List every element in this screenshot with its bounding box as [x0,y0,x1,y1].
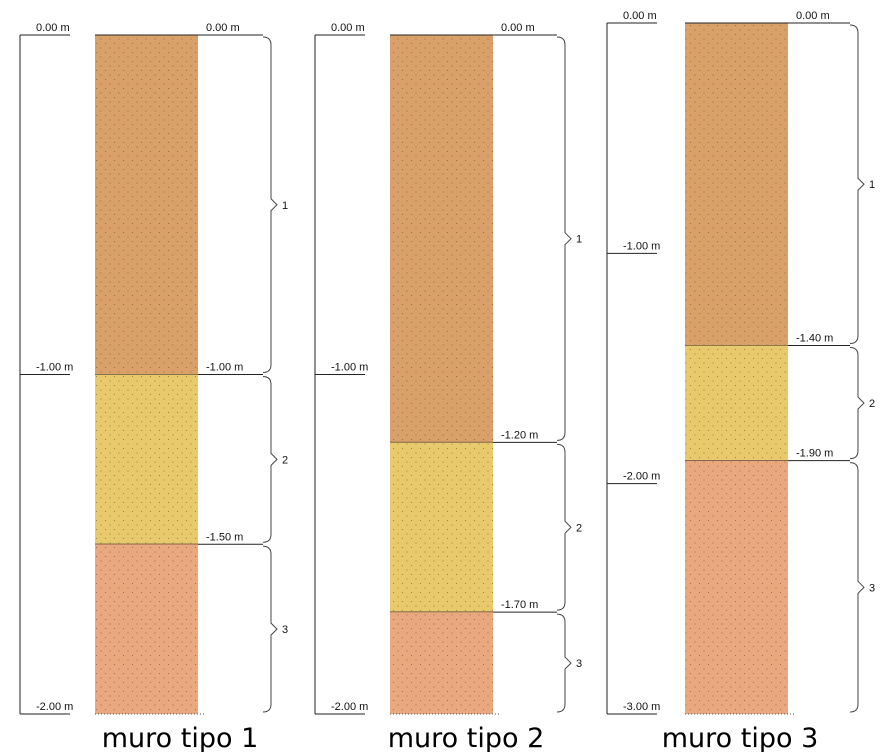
soil-texture [95,544,198,714]
soil-texture [685,460,788,714]
layer-bracket [849,462,865,713]
layer-top-label: 0.00 m [796,10,830,22]
soil-texture [685,345,788,461]
depth-scale: 0.00 m -1.00 m -2.00 m -3.00 m [606,10,660,715]
wall-profile-1: 0.00 m -1.00 m -2.00 m 0.00 m -1.00 m -1.50 … [19,22,288,752]
soil-texture [390,442,493,613]
layer-number-label: 2 [576,522,582,534]
wall-caption: muro tipo 3 [662,723,819,752]
layer-brackets: 1 2 3 [849,24,875,713]
soil-texture [95,35,198,375]
layer-bottom-label: -1.00 m [206,362,243,374]
depth-tick-label: 0.00 m [331,22,365,34]
wall-caption: muro tipo 1 [102,723,259,752]
depth-tick-label: -2.00 m [331,701,368,713]
soil-texture [685,23,788,346]
soil-column: 0.00 m -1.40 m -1.90 m [685,10,850,715]
depth-tick-label: -3.00 m [623,701,660,713]
layer-number-label: 3 [576,658,582,670]
layer-bracket [556,443,572,611]
layer-bottom-label: -1.20 m [501,429,538,441]
wall-profile-3: 0.00 m -1.00 m -2.00 m -3.00 m 0.00 m -1.40 … [606,10,875,752]
layer-brackets: 1 2 3 [556,36,582,713]
depth-tick-label: -1.00 m [331,362,368,374]
depth-tick-label: -1.00 m [36,362,73,374]
layer-number-label: 1 [576,234,582,246]
soil-column: 0.00 m -1.00 m -1.50 m [95,22,263,715]
layer-bottom-label: -1.50 m [206,531,243,543]
layer-bracket [556,613,572,713]
layer-bracket [262,545,278,713]
layer-bottom-label: -1.70 m [501,599,538,611]
wall-profile-2: 0.00 m -1.00 m -2.00 m 0.00 m -1.20 m -1.70 … [314,22,582,752]
soil-column: 0.00 m -1.20 m -1.70 m [390,22,557,715]
layer-number-label: 1 [869,179,875,191]
depth-tick-label: 0.00 m [623,10,657,22]
depth-tick-label: -2.00 m [623,471,660,483]
depth-scale: 0.00 m -1.00 m -2.00 m [314,22,368,715]
layer-top-label: 0.00 m [206,22,240,34]
soil-texture [390,35,493,443]
depth-scale: 0.00 m -1.00 m -2.00 m [19,22,73,715]
depth-tick-label: -2.00 m [36,701,73,713]
soil-texture [95,374,198,545]
layer-number-label: 2 [282,454,288,466]
layer-bracket [556,36,572,441]
layer-brackets: 1 2 3 [262,36,288,713]
layer-bracket [849,346,865,460]
layer-number-label: 2 [869,398,875,410]
depth-tick-label: 0.00 m [36,22,70,34]
layer-top-label: 0.00 m [501,22,535,34]
layer-bracket [262,376,278,543]
wall-caption: muro tipo 2 [388,723,545,752]
soil-texture [390,612,493,714]
depth-tick-label: -1.00 m [623,240,660,252]
layer-bottom-label: -1.90 m [796,448,833,460]
layer-number-label: 3 [282,624,288,636]
layer-bottom-label: -1.40 m [796,332,833,344]
layer-bracket [262,36,278,373]
layer-number-label: 1 [282,200,288,212]
layer-number-label: 3 [869,582,875,594]
layer-bracket [849,24,865,344]
